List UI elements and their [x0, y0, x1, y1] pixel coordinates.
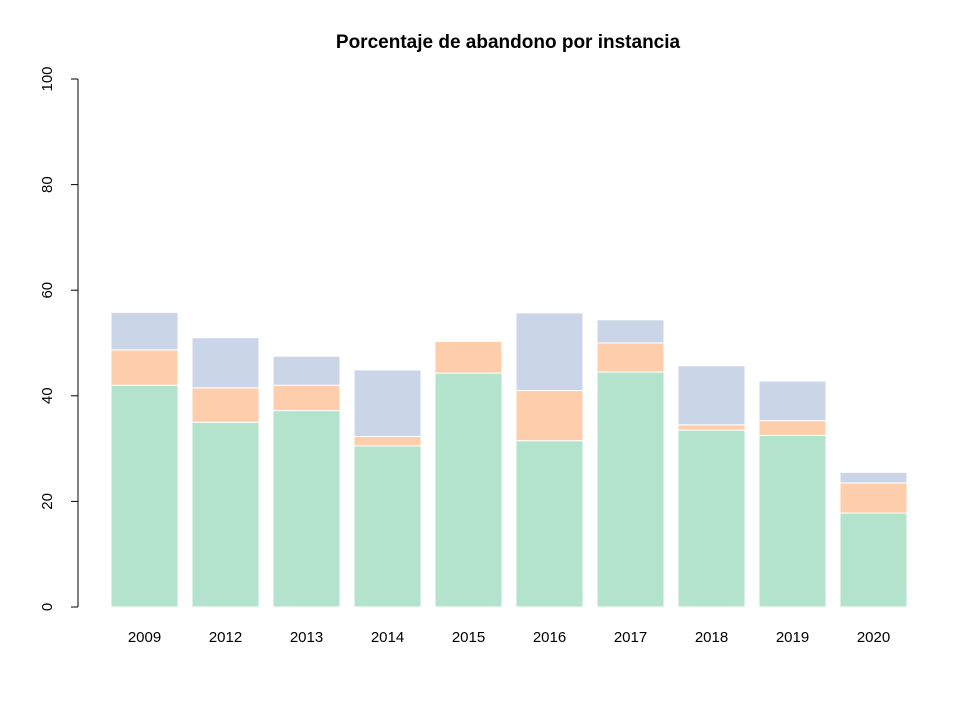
bar-segment-2014-series-3: [353, 369, 422, 437]
x-tick-label: 2018: [695, 629, 728, 646]
bar-segment-2012-series-2: [191, 387, 260, 423]
bar-stack-2009: [110, 311, 179, 608]
x-tick-label: 2017: [614, 629, 647, 646]
bar-segment-2013-series-3: [272, 355, 341, 386]
bar-segment-2009-series-1: [110, 384, 179, 608]
bar-segment-2017-series-2: [596, 342, 665, 373]
bar-segment-2009-series-3: [110, 311, 179, 351]
y-tick-label: 20: [39, 493, 56, 510]
bar-segment-2014-series-1: [353, 445, 422, 608]
bar-segment-2018-series-2: [677, 424, 746, 431]
x-tick-label: 2013: [290, 629, 323, 646]
y-tick-label: 40: [39, 387, 56, 404]
bar-segment-2020-series-1: [839, 512, 908, 608]
bar-stack-2014: [353, 369, 422, 608]
bar-segment-2017-series-1: [596, 371, 665, 608]
x-tick-label: 2009: [128, 629, 161, 646]
bar-segment-2012-series-3: [191, 337, 260, 389]
bar-segment-2017-series-3: [596, 319, 665, 344]
bar-segment-2020-series-2: [839, 482, 908, 514]
bar-stack-2016: [515, 312, 584, 608]
bar-stack-2018: [677, 365, 746, 608]
bar-segment-2013-series-1: [272, 410, 341, 608]
bar-segment-2018-series-3: [677, 365, 746, 426]
bar-segment-2019-series-1: [758, 434, 827, 608]
y-axis: 0 20 40 60 80 100: [39, 66, 79, 611]
x-tick-label: 2016: [533, 629, 566, 646]
y-tick-label: 100: [39, 66, 56, 91]
x-tick-label: 2015: [452, 629, 485, 646]
bars-group: [110, 311, 908, 608]
chart-title: Porcentaje de abandono por instancia: [336, 32, 681, 53]
x-tick-label: 2012: [209, 629, 242, 646]
bar-segment-2019-series-3: [758, 380, 827, 422]
bar-segment-2012-series-1: [191, 421, 260, 608]
bar-segment-2014-series-2: [353, 435, 422, 447]
bar-stack-2017: [596, 319, 665, 608]
x-tick-label: 2020: [857, 629, 890, 646]
bar-segment-2009-series-2: [110, 349, 179, 386]
x-axis-labels: 2009 2012 2013 2014 2015 2016 2017 2018 2019 2020: [128, 629, 890, 646]
y-tick-label: 60: [39, 282, 56, 299]
bar-stack-2012: [191, 337, 260, 608]
bar-segment-2013-series-2: [272, 384, 341, 412]
y-tick-label: 0: [39, 603, 56, 611]
bar-segment-2016-series-3: [515, 312, 584, 392]
bar-segment-2020-series-3: [839, 471, 908, 484]
x-tick-label: 2014: [371, 629, 404, 646]
bar-segment-2019-series-2: [758, 420, 827, 436]
y-tick-label: 80: [39, 176, 56, 193]
bar-segment-2016-series-1: [515, 440, 584, 608]
bar-stack-2015: [434, 340, 503, 608]
bar-segment-2016-series-2: [515, 390, 584, 442]
bar-stack-2020: [839, 471, 908, 608]
bar-stack-2013: [272, 355, 341, 608]
bar-segment-2018-series-1: [677, 429, 746, 608]
bar-stack-2019: [758, 380, 827, 608]
bar-segment-2015-series-2: [434, 340, 503, 374]
bar-segment-2015-series-1: [434, 372, 503, 608]
x-tick-label: 2019: [776, 629, 809, 646]
